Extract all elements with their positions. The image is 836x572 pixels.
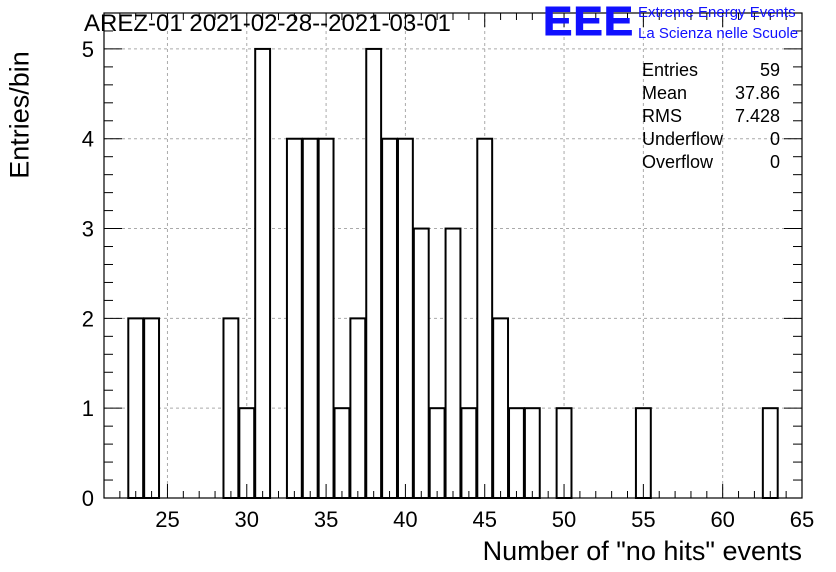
histogram-bar bbox=[412, 227, 430, 500]
x-axis-label: Number of "no hits" events bbox=[482, 536, 802, 566]
stat-mean: Mean 37.86 bbox=[642, 82, 780, 105]
histogram-bar bbox=[444, 227, 462, 500]
y-tick-label: 1 bbox=[82, 396, 94, 421]
histogram-bar bbox=[396, 137, 414, 499]
stat-overflow: Overflow 0 bbox=[642, 151, 780, 174]
histogram-bar bbox=[333, 407, 351, 499]
y-tick-label: 0 bbox=[82, 486, 94, 511]
stat-value: 37.86 bbox=[734, 83, 780, 103]
stat-label: Entries bbox=[642, 60, 699, 80]
stat-entries: Entries 59 bbox=[642, 59, 780, 82]
x-tick-label: 60 bbox=[710, 507, 734, 532]
histogram-bar bbox=[492, 317, 510, 499]
logo-line-1: Extreme Energy Events bbox=[638, 4, 796, 21]
y-axis-label: Entries/bin bbox=[4, 51, 35, 179]
histogram-bar bbox=[127, 317, 145, 499]
stats-box: Entries 59 Mean 37.86 RMS 7.428 Underflo… bbox=[642, 59, 780, 174]
x-tick-label: 35 bbox=[314, 507, 338, 532]
histogram-bar bbox=[508, 407, 525, 499]
y-tick-label: 5 bbox=[82, 37, 94, 62]
histogram-bar bbox=[317, 137, 335, 499]
stat-rms: RMS 7.428 bbox=[642, 105, 780, 128]
x-tick-label: 50 bbox=[552, 507, 576, 532]
stat-value: 0 bbox=[769, 152, 780, 172]
x-tick-label: 55 bbox=[631, 507, 655, 532]
stat-underflow: Underflow 0 bbox=[642, 128, 780, 151]
stat-label: Overflow bbox=[642, 152, 714, 172]
histogram-bar bbox=[254, 47, 272, 499]
x-tick-label: 40 bbox=[393, 507, 417, 532]
eee-logo-mark: EEE bbox=[542, 0, 635, 45]
y-tick-label: 2 bbox=[82, 306, 94, 331]
histogram-bar bbox=[761, 407, 779, 499]
histogram-bar bbox=[460, 407, 478, 499]
y-tick-label: 3 bbox=[82, 217, 94, 242]
histogram-bar bbox=[349, 317, 367, 499]
histogram-bar bbox=[523, 407, 541, 499]
stat-value: 7.428 bbox=[734, 106, 780, 126]
x-tick-label: 25 bbox=[155, 507, 179, 532]
histogram-bar bbox=[222, 317, 240, 499]
histogram-bar bbox=[285, 137, 303, 499]
stat-label: Underflow bbox=[642, 129, 724, 149]
histogram-bar bbox=[301, 137, 319, 499]
x-tick-label: 65 bbox=[790, 507, 814, 532]
stat-value: 59 bbox=[759, 60, 780, 80]
stat-value: 0 bbox=[769, 129, 780, 149]
stat-label: RMS bbox=[642, 106, 682, 126]
histogram-bar bbox=[381, 137, 398, 499]
x-tick-label: 45 bbox=[472, 507, 496, 532]
histogram-bar bbox=[365, 47, 383, 499]
stat-label: Mean bbox=[642, 83, 688, 103]
histogram-bar bbox=[428, 407, 446, 499]
histogram-bar bbox=[476, 137, 494, 499]
chart-title: AREZ-01 2021-02-28--2021-03-01 bbox=[84, 10, 451, 37]
y-tick-label: 4 bbox=[82, 127, 94, 152]
logo-line-2: La Scienza nelle Scuole bbox=[638, 25, 799, 42]
x-tick-label: 30 bbox=[235, 507, 259, 532]
histogram-bar bbox=[143, 317, 161, 499]
